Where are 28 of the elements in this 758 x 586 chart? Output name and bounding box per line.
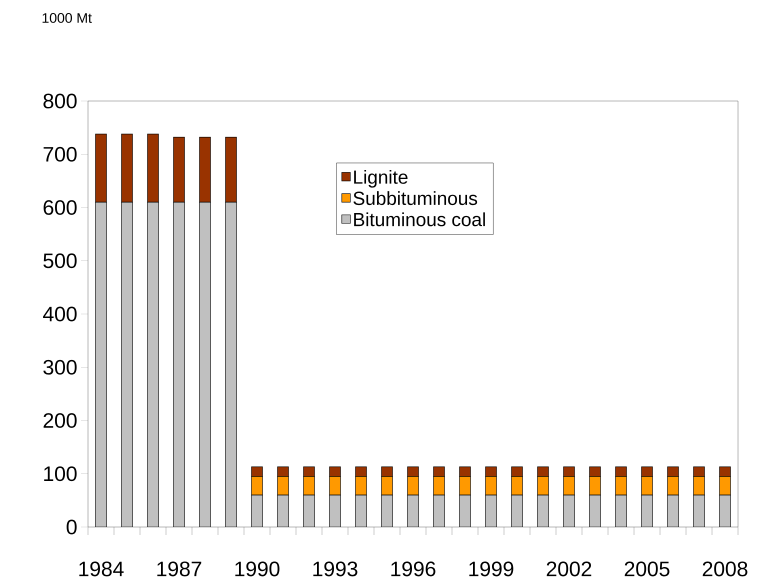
y-tick-label: 500 — [43, 253, 77, 268]
legend-label: Lignite — [354, 170, 408, 188]
x-tick-label: 1990 — [235, 562, 280, 576]
y-tick-label: 800 — [43, 94, 77, 108]
y-tick-label: 300 — [43, 360, 77, 375]
bar — [225, 202, 237, 527]
text: 1000 Mt — [42, 13, 92, 23]
x-tick-label: 1999 — [469, 562, 514, 576]
x-tick-label: 2005 — [624, 562, 670, 576]
x-tick-label: 1984 — [79, 562, 124, 576]
y-tick-label: 600 — [44, 200, 77, 215]
y-tick-label: 100 — [44, 466, 77, 482]
bar — [95, 202, 107, 527]
legend-label: Bituminous coal — [354, 212, 485, 226]
x-tick-label: 1987 — [157, 562, 202, 576]
x-tick-label: 2008 — [702, 562, 748, 576]
x-tick-label: 1993 — [313, 562, 358, 576]
legend-label: Subbituminous — [353, 191, 478, 206]
x-tick-label: 1996 — [391, 562, 436, 576]
bar — [199, 202, 211, 527]
y-tick-label: 200 — [44, 413, 77, 428]
y-tick-label: 700 — [44, 146, 77, 162]
bar — [173, 202, 185, 527]
bar — [147, 202, 159, 527]
y-tick-label: 0 — [66, 520, 77, 534]
bar — [121, 202, 133, 527]
y-tick-label: 400 — [43, 306, 77, 322]
x-tick-label: 2002 — [546, 562, 592, 576]
